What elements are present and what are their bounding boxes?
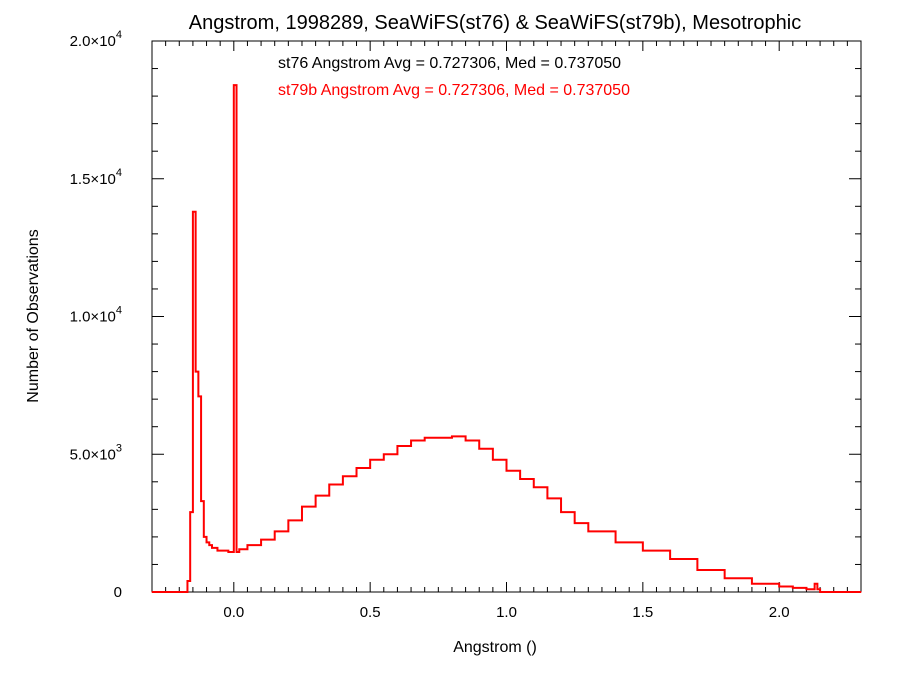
data-point (197, 395, 199, 397)
y-tick-label: 2.0×104 (70, 29, 122, 50)
data-point (230, 551, 232, 553)
data-point (238, 548, 240, 550)
y-axis-label: Number of Observations (25, 229, 42, 402)
data-point (342, 475, 344, 477)
x-tick-label: 0.5 (360, 604, 381, 621)
y-axis: 0 5.0×103 1.0×104 1.5×104 2.0×104 (70, 29, 861, 601)
data-point (751, 583, 753, 585)
y-tick-exponent: 4 (116, 167, 122, 179)
data-point (424, 437, 426, 439)
y-tick-exponent: 4 (116, 305, 122, 317)
data-point (533, 486, 535, 488)
data-point (587, 530, 589, 532)
data-point (860, 591, 862, 593)
data-point (574, 522, 576, 524)
data-point (184, 591, 186, 593)
chart-title: Angstrom, 1998289, SeaWiFS(st76) & SeaWi… (189, 12, 801, 34)
x-tick-label: 1.5 (632, 604, 653, 621)
annotation-st79b: st79b Angstrom Avg = 0.727306, Med = 0.7… (278, 82, 630, 99)
data-point (805, 588, 808, 590)
data-point (614, 541, 617, 544)
data-point (192, 211, 194, 213)
data-point (369, 459, 371, 461)
data-point (669, 558, 671, 560)
data-point (260, 539, 262, 541)
y-tick-label: 1.5×104 (70, 167, 122, 188)
data-point (451, 435, 453, 437)
data-point (301, 505, 303, 508)
data-point (233, 84, 235, 86)
data-point (208, 544, 210, 546)
data-point (211, 547, 213, 549)
y-tick-label: 0 (114, 584, 122, 601)
y-tick-exponent: 3 (116, 442, 122, 454)
data-point (235, 551, 238, 553)
data-point (274, 530, 276, 532)
data-point (186, 580, 189, 582)
data-point (437, 437, 439, 439)
data-point (546, 497, 549, 499)
data-point (792, 587, 794, 589)
data-point (216, 550, 219, 552)
data-point (227, 551, 229, 553)
data-point (642, 550, 644, 552)
data-point (833, 591, 835, 593)
data-point (814, 583, 816, 585)
data-point (151, 591, 153, 593)
data-point (492, 459, 494, 461)
data-point (519, 478, 521, 480)
annotation-st76: st76 Angstrom Avg = 0.727306, Med = 0.73… (278, 55, 621, 72)
x-axis: 0.0 0.5 1.0 1.5 2.0 (165, 41, 862, 621)
plot-frame (151, 40, 862, 593)
series-line (152, 84, 861, 593)
data-point (560, 511, 562, 513)
data-point (178, 591, 180, 593)
data-point (203, 536, 205, 538)
data-point (505, 470, 508, 472)
data-point (396, 445, 399, 447)
data-point (222, 550, 224, 552)
data-point (696, 569, 698, 571)
data-point (383, 453, 385, 455)
data-point (355, 467, 358, 469)
data-point (464, 439, 467, 442)
data-point (189, 511, 191, 513)
data-point (478, 448, 480, 450)
y-tick-exponent: 4 (116, 29, 122, 41)
data-point (724, 577, 726, 579)
x-tick-label: 2.0 (769, 604, 790, 621)
data-point (195, 371, 197, 373)
data-point (778, 585, 780, 588)
y-tick-label: 1.0×104 (70, 305, 122, 326)
x-tick-label: 1.0 (496, 604, 517, 621)
data-point (205, 541, 208, 544)
series-layer (151, 84, 862, 593)
y-tick-label: 5.0×103 (70, 442, 122, 463)
data-point (315, 494, 317, 497)
x-axis-label: Angstrom () (453, 639, 537, 656)
x-tick-label: 0.0 (223, 604, 244, 621)
data-point (328, 483, 330, 486)
data-point (287, 519, 289, 521)
data-point (816, 588, 818, 590)
data-point (246, 544, 249, 546)
data-point (200, 500, 202, 502)
data-point (819, 591, 821, 593)
data-point (410, 439, 412, 442)
